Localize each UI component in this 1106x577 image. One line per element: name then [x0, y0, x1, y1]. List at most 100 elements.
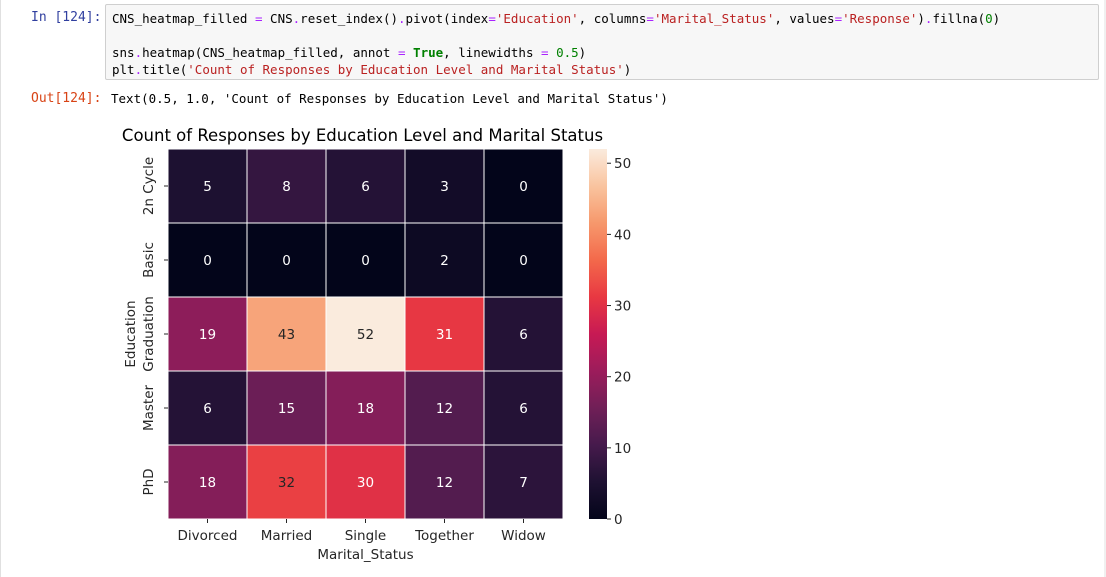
- code-token: heatmap(CNS_heatmap_filled, annot: [142, 45, 398, 60]
- cell-value-label: 8: [282, 179, 291, 195]
- code-token: 'Count of Responses by Education Level a…: [187, 62, 624, 77]
- cell-value-label: 18: [199, 475, 216, 491]
- cell-value-label: 0: [282, 253, 291, 269]
- heatmap-cell: [167, 296, 248, 372]
- y-tick-label: Basic: [141, 242, 157, 278]
- cell-value-label: 6: [519, 327, 528, 343]
- cell-value-label: 30: [357, 475, 374, 491]
- heatmap-cell: [167, 222, 248, 298]
- code-input-area[interactable]: CNS_heatmap_filled = CNS.reset_index().p…: [105, 4, 1099, 80]
- y-tick-label: 2n Cycle: [141, 157, 157, 215]
- colorbar-tick-label: 10: [614, 441, 631, 457]
- code-token: plt: [112, 62, 135, 77]
- x-tick-label: Married: [261, 528, 312, 544]
- x-axis-label: Marital_Status: [317, 547, 413, 563]
- cell-value-label: 0: [203, 253, 212, 269]
- code-token: 'Response': [842, 11, 918, 26]
- scrollbar[interactable]: [1104, 0, 1106, 577]
- cell-value-label: 3: [440, 179, 449, 195]
- code-token: =: [541, 45, 549, 60]
- code-token: 0.5: [556, 45, 579, 60]
- heatmap-cell: [404, 148, 485, 224]
- cell-value-label: 2: [440, 253, 449, 269]
- code-token: sns: [112, 45, 135, 60]
- heatmap-cell: [325, 296, 406, 372]
- heatmap-cell: [483, 148, 564, 224]
- heatmap-cell: [404, 370, 485, 446]
- code-token: title(: [142, 62, 188, 77]
- heatmap-cell: [167, 148, 248, 224]
- cell-value-label: 0: [519, 253, 528, 269]
- output-text: Text(0.5, 1.0, 'Count of Responses by Ed…: [111, 91, 668, 106]
- cell-value-label: 6: [203, 401, 212, 417]
- code-token: .: [134, 62, 143, 77]
- x-tick-label: Single: [345, 528, 387, 544]
- heatmap-cell: [246, 222, 327, 298]
- cell-value-label: 18: [357, 401, 374, 417]
- x-tick-label: Together: [414, 528, 474, 544]
- code-token: .: [398, 11, 406, 26]
- cell-value-label: 15: [278, 401, 295, 417]
- code-token: pivot(index: [405, 11, 489, 26]
- code-token: .: [292, 11, 301, 26]
- code-token: , columns: [578, 11, 647, 26]
- cell-value-label: 52: [357, 327, 374, 343]
- cell-value-label: 31: [436, 327, 453, 343]
- code-token: 'Education': [495, 11, 579, 26]
- cell-value-label: 12: [436, 401, 453, 417]
- heatmap-cell: [325, 370, 406, 446]
- output-prompt: Out[124]:: [31, 91, 102, 106]
- code-token: ): [623, 62, 632, 77]
- code-token: ): [578, 45, 587, 60]
- cell-value-label: 32: [278, 475, 295, 491]
- cell-value-label: 5: [203, 179, 212, 195]
- y-tick-label: PhD: [141, 468, 157, 495]
- code-token: =: [488, 11, 496, 26]
- cell-value-label: 0: [361, 253, 370, 269]
- code-token: =: [397, 45, 406, 60]
- code-token: , linewidths: [443, 45, 541, 60]
- code-token: fillna(: [932, 11, 986, 26]
- code-token: 0: [985, 11, 993, 26]
- code-token: .: [134, 45, 143, 60]
- code-token: 'Marital_Status': [653, 11, 775, 26]
- colorbar-tick-label: 0: [614, 512, 623, 528]
- code-token: CNS: [262, 11, 293, 26]
- heatmap-cell: [483, 370, 564, 446]
- heatmap-cell: [483, 444, 564, 520]
- y-axis-label: Education: [123, 300, 139, 367]
- code-editor[interactable]: CNS_heatmap_filled = CNS.reset_index().p…: [112, 10, 1000, 78]
- chart-title: Count of Responses by Education Level an…: [122, 126, 603, 145]
- heatmap-cell: [325, 222, 406, 298]
- heatmap-cell: [246, 370, 327, 446]
- code-token: True: [413, 45, 444, 60]
- x-tick-label: Divorced: [178, 528, 238, 544]
- x-tick-label: Widow: [501, 528, 546, 544]
- colorbar: [589, 149, 607, 519]
- cell-value-label: 43: [278, 327, 295, 343]
- code-token: ): [992, 11, 1001, 26]
- heatmap-cell: [483, 222, 564, 298]
- y-tick-label: Master: [141, 385, 157, 432]
- heatmap-cell: [483, 296, 564, 372]
- colorbar-tick-label: 50: [614, 156, 631, 172]
- cell-value-label: 0: [519, 179, 528, 195]
- heatmap-cell: [404, 296, 485, 372]
- code-token: CNS_heatmap_filled: [112, 11, 255, 26]
- code-token: =: [834, 11, 843, 26]
- code-token: .: [924, 11, 933, 26]
- y-tick-label: Graduation: [141, 296, 157, 372]
- cell-value-label: 6: [519, 401, 528, 417]
- cell-value-label: 7: [519, 475, 528, 491]
- cell-value-label: 6: [361, 179, 370, 195]
- code-token: =: [646, 11, 654, 26]
- colorbar-tick-label: 20: [614, 370, 631, 386]
- code-token: ): [917, 11, 925, 26]
- code-token: reset_index(): [300, 11, 399, 26]
- cell-value-label: 12: [436, 475, 453, 491]
- code-token: , values: [774, 11, 835, 26]
- colorbar-tick-label: 40: [614, 227, 631, 243]
- cell-value-label: 19: [199, 327, 216, 343]
